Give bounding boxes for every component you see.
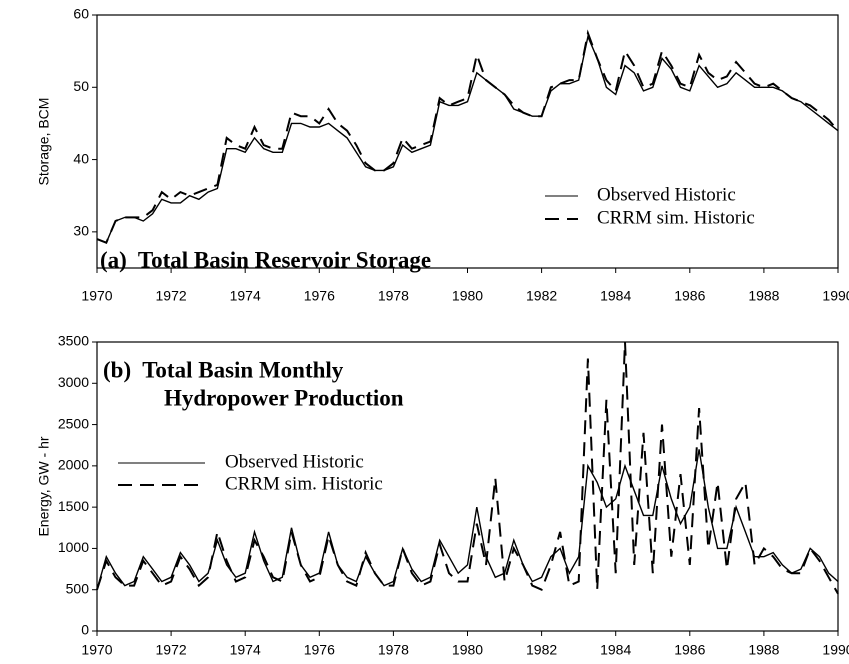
x-tick-label: 1982 (526, 288, 557, 304)
x-tick-label: 1988 (748, 642, 779, 658)
x-tick-label: 1984 (600, 288, 631, 304)
y-tick-label: 50 (73, 78, 89, 94)
x-tick-label: 1976 (304, 642, 335, 658)
data-line (96, 34, 839, 244)
x-tick-label: 1978 (378, 288, 409, 304)
legend-label: CRRM sim. Historic (225, 473, 383, 494)
y-axis-label: Storage, BCM (36, 98, 52, 186)
data-line (96, 341, 839, 595)
x-tick-label: 1986 (674, 642, 705, 658)
annotation: Hydropower Production (164, 385, 404, 410)
x-tick-label: 1990 (822, 288, 849, 304)
annotation: (a) Total Basin Reservoir Storage (100, 247, 431, 272)
x-tick-label: 1978 (378, 642, 409, 658)
y-tick-label: 1500 (58, 498, 89, 514)
y-tick-label: 1000 (58, 539, 89, 555)
y-tick-label: 40 (73, 150, 89, 166)
y-tick-label: 2500 (58, 415, 89, 431)
x-tick-label: 1990 (822, 642, 849, 658)
x-tick-label: 1974 (230, 642, 261, 658)
annotation: (b) Total Basin Monthly (103, 357, 344, 382)
x-tick-label: 1976 (304, 288, 335, 304)
y-tick-label: 3000 (58, 374, 89, 390)
y-tick-label: 0 (81, 622, 89, 638)
legend-label: CRRM sim. Historic (597, 207, 755, 228)
y-axis-label: Energy, GW - hr (36, 436, 52, 536)
plot-frame (96, 14, 839, 269)
y-tick-label: 60 (73, 6, 89, 22)
x-tick-label: 1972 (156, 288, 187, 304)
y-tick-label: 2000 (58, 457, 89, 473)
x-tick-label: 1988 (748, 288, 779, 304)
x-tick-label: 1984 (600, 642, 631, 658)
y-tick-label: 30 (73, 223, 89, 239)
data-line (96, 449, 839, 590)
x-tick-label: 1980 (452, 642, 483, 658)
x-tick-label: 1972 (156, 642, 187, 658)
x-tick-label: 1974 (230, 288, 261, 304)
x-tick-label: 1982 (526, 642, 557, 658)
y-tick-label: 3500 (58, 333, 89, 349)
y-tick-label: 500 (66, 580, 90, 596)
x-tick-label: 1970 (81, 642, 112, 658)
x-tick-label: 1980 (452, 288, 483, 304)
x-tick-label: 1970 (81, 288, 112, 304)
legend-label: Observed Historic (225, 451, 364, 472)
x-tick-label: 1986 (674, 288, 705, 304)
legend-label: Observed Historic (597, 184, 736, 205)
